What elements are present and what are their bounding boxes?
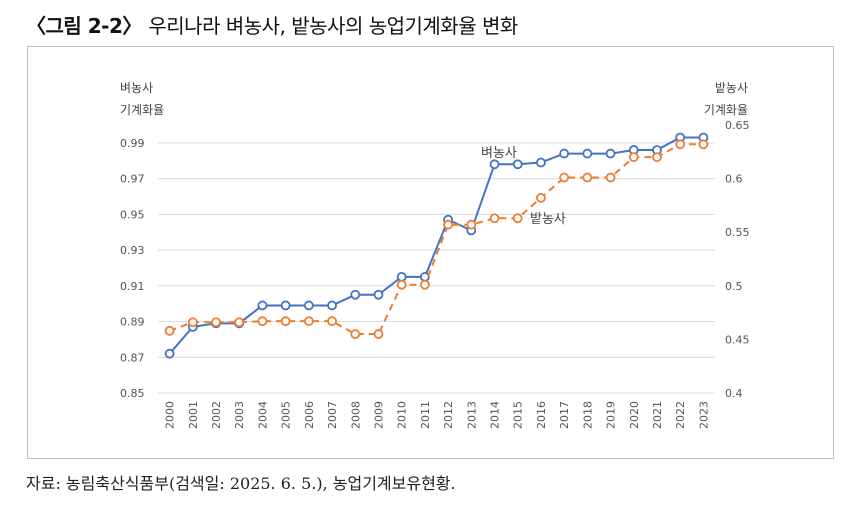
x-tick-label: 2011 — [419, 401, 432, 429]
data-point-field — [373, 329, 384, 339]
data-point-field — [257, 316, 268, 327]
data-point-rice — [396, 271, 407, 282]
x-tick-label: 2007 — [326, 401, 339, 429]
data-point-rice — [350, 289, 361, 300]
data-point-field — [582, 172, 593, 183]
chart-frame — [27, 46, 834, 459]
left-tick-label: 0.87 — [120, 351, 145, 364]
data-point-rice — [327, 300, 337, 311]
data-point-rice — [536, 157, 546, 168]
x-tick-label: 2000 — [164, 401, 177, 429]
right-axis-label-line2: 기계화율 — [704, 103, 748, 117]
left-tick-label: 0.85 — [120, 387, 145, 400]
left-axis-label-line1: 벼농사 — [120, 81, 153, 95]
left-axis-label-line2: 기계화율 — [120, 103, 164, 117]
data-point-field — [303, 316, 314, 327]
data-point-field — [675, 139, 686, 150]
data-point-field — [628, 152, 639, 163]
data-point-field — [280, 316, 291, 327]
data-point-field — [512, 213, 523, 224]
data-point-rice — [419, 271, 430, 282]
x-tick-label: 2020 — [628, 401, 641, 429]
data-point-rice — [605, 148, 616, 159]
x-tick-label: 2021 — [651, 401, 664, 429]
field-series-label: 밭농사 — [530, 212, 566, 227]
data-point-rice — [559, 148, 570, 159]
right-axis-ticks: 0.4 0.45 0.5 0.55 0.6 0.65 — [725, 119, 750, 400]
x-tick-label: 2001 — [187, 401, 200, 429]
x-tick-label: 2023 — [697, 401, 710, 429]
data-point-field — [605, 172, 616, 183]
x-tick-label: 2013 — [465, 401, 478, 429]
data-point-rice — [512, 159, 523, 170]
x-tick-label: 2016 — [535, 401, 548, 429]
left-tick-label: 0.95 — [120, 208, 145, 221]
x-tick-label: 2006 — [303, 401, 316, 429]
left-tick-label: 0.97 — [120, 173, 145, 186]
data-point-field — [466, 219, 477, 230]
right-tick-label: 0.6 — [725, 173, 743, 186]
x-axis-ticks: 2000 2001 2002 2003 2004 2005 2006 2007 2008 2009… — [164, 401, 711, 429]
source-note: 자료: 농림축산식품부(검색일: 2025. 6. 5.), 농업기계보유현황. — [26, 474, 456, 493]
x-tick-label: 2003 — [233, 401, 246, 429]
left-tick-label: 0.89 — [120, 316, 145, 329]
x-tick-label: 2018 — [581, 401, 594, 429]
rice-series-label: 벼농사 — [481, 146, 517, 161]
x-tick-label: 2005 — [280, 401, 293, 429]
x-tick-label: 2015 — [512, 401, 525, 429]
left-axis-ticks: 0.85 0.87 0.89 0.91 0.93 0.95 0.97 0.99 — [120, 137, 145, 400]
data-point-field — [489, 213, 500, 224]
x-tick-label: 2022 — [674, 401, 687, 429]
data-point-rice — [280, 300, 291, 311]
data-point-field — [419, 279, 430, 290]
figure-title-text: 우리나라 벼농사, 밭농사의 농업기계화율 변화 — [148, 14, 518, 38]
left-tick-label: 0.91 — [120, 280, 145, 293]
x-tick-label: 2004 — [256, 401, 269, 429]
data-point-field — [559, 172, 570, 183]
data-point-rice — [373, 289, 384, 300]
data-point-field — [234, 317, 245, 328]
data-point-field — [350, 329, 361, 339]
figure-title: 〈그림 2-2〉 우리나라 벼농사, 밭농사의 농업기계화율 변화 — [26, 10, 518, 39]
data-point-field — [652, 152, 662, 163]
right-tick-label: 0.45 — [725, 333, 750, 346]
x-tick-label: 2008 — [349, 401, 362, 429]
data-point-field — [536, 192, 546, 203]
left-tick-label: 0.93 — [120, 244, 145, 257]
x-tick-label: 2014 — [489, 401, 502, 429]
figure-label: 〈그림 2-2〉 — [26, 14, 142, 38]
data-point-field — [396, 279, 407, 290]
x-tick-label: 2010 — [396, 401, 409, 429]
data-point-field — [211, 317, 221, 328]
right-tick-label: 0.5 — [725, 280, 743, 293]
data-point-rice — [489, 159, 500, 170]
x-tick-label: 2002 — [210, 401, 223, 429]
data-point-rice — [303, 300, 314, 311]
data-point-rice — [164, 348, 175, 359]
right-tick-label: 0.4 — [725, 387, 743, 400]
data-point-field — [443, 219, 454, 230]
data-point-rice — [582, 148, 593, 159]
x-tick-label: 2017 — [558, 401, 571, 429]
x-tick-label: 2012 — [442, 401, 455, 429]
data-point-field — [698, 139, 709, 150]
right-axis-label-line1: 밭농사 — [715, 81, 748, 95]
left-tick-label: 0.99 — [120, 137, 145, 150]
data-point-field — [164, 325, 175, 336]
data-point-rice — [257, 300, 268, 311]
data-point-field — [187, 317, 198, 328]
right-tick-label: 0.65 — [725, 119, 750, 132]
data-point-field — [327, 316, 337, 327]
series-group — [164, 132, 709, 359]
x-tick-label: 2009 — [372, 401, 385, 429]
grid-lines — [158, 142, 715, 394]
series-line-field — [169, 143, 704, 336]
x-tick-label: 2019 — [605, 401, 618, 429]
right-tick-label: 0.55 — [725, 226, 750, 239]
